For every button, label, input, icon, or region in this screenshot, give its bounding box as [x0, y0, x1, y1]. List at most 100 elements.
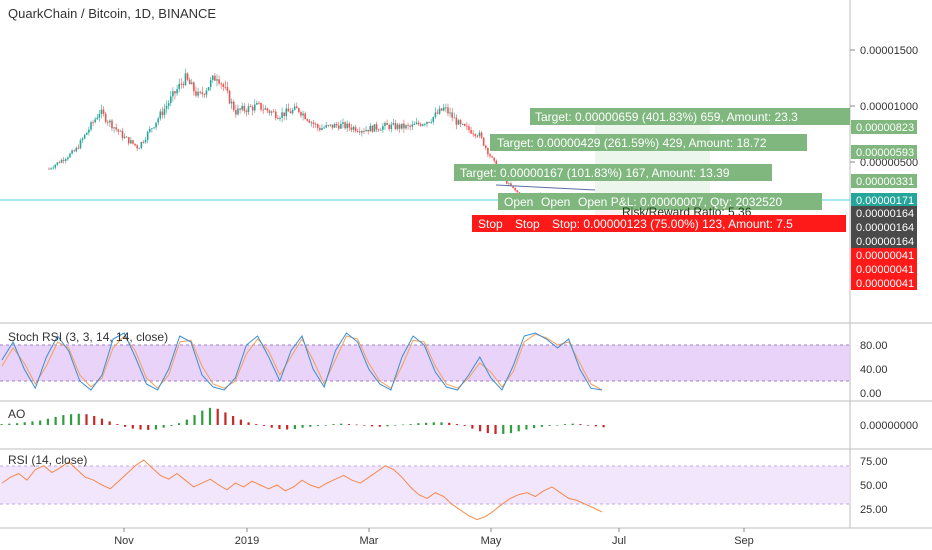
candle-body[interactable]	[409, 125, 411, 127]
candle-body[interactable]	[228, 90, 231, 104]
candle-body[interactable]	[56, 162, 59, 165]
candle-body[interactable]	[270, 111, 273, 113]
candle-body[interactable]	[243, 105, 246, 111]
candle-body[interactable]	[104, 113, 107, 122]
candle-body[interactable]	[60, 159, 63, 163]
target-box-1[interactable]	[530, 108, 850, 125]
candle-body[interactable]	[216, 79, 218, 81]
candle-body[interactable]	[449, 112, 451, 114]
candle-body[interactable]	[312, 122, 315, 124]
candle-body[interactable]	[463, 124, 466, 126]
candle-body[interactable]	[58, 162, 61, 164]
candle-body[interactable]	[218, 79, 220, 84]
price-axis[interactable]: 0.00001500 0.00001000 0.00000500 0.00000…	[850, 45, 918, 290]
candle-body[interactable]	[100, 109, 103, 115]
candle-body[interactable]	[258, 102, 260, 104]
candle-body[interactable]	[476, 135, 479, 137]
candle-body[interactable]	[335, 124, 338, 126]
candle-body[interactable]	[230, 101, 233, 104]
candle-body[interactable]	[92, 122, 94, 124]
candle-body[interactable]	[151, 128, 153, 130]
candle-body[interactable]	[211, 75, 214, 81]
candle-body[interactable]	[214, 75, 216, 81]
candle-body[interactable]	[310, 122, 313, 124]
candle-body[interactable]	[54, 164, 57, 168]
candle-body[interactable]	[138, 147, 141, 149]
candle-body[interactable]	[190, 82, 193, 85]
candle-body[interactable]	[201, 92, 204, 94]
candle-body[interactable]	[264, 108, 267, 110]
candle-body[interactable]	[459, 120, 462, 125]
candle-body[interactable]	[77, 147, 80, 149]
candle-body[interactable]	[344, 122, 346, 129]
stop-box-1[interactable]	[472, 215, 512, 232]
candle-body[interactable]	[363, 131, 365, 132]
candle-body[interactable]	[489, 154, 491, 157]
candle-body[interactable]	[115, 127, 117, 130]
candle-body[interactable]	[358, 131, 361, 133]
candle-body[interactable]	[482, 137, 485, 146]
open-box-1[interactable]	[498, 193, 538, 210]
candle-body[interactable]	[203, 93, 206, 95]
candle-body[interactable]	[266, 108, 269, 111]
candle-body[interactable]	[382, 126, 384, 130]
candle-body[interactable]	[510, 183, 512, 187]
candle-body[interactable]	[430, 121, 432, 123]
candle-body[interactable]	[350, 127, 353, 130]
candle-body[interactable]	[182, 83, 185, 86]
candle-body[interactable]	[388, 125, 390, 130]
candle-body[interactable]	[239, 108, 241, 110]
candle-body[interactable]	[186, 73, 189, 80]
candle-body[interactable]	[169, 96, 172, 104]
candle-body[interactable]	[272, 111, 275, 113]
candle-body[interactable]	[130, 140, 132, 144]
candle-body[interactable]	[132, 140, 134, 144]
candle-body[interactable]	[283, 112, 285, 117]
candle-body[interactable]	[245, 110, 248, 113]
candle-body[interactable]	[176, 89, 178, 94]
candle-body[interactable]	[85, 132, 88, 135]
candle-body[interactable]	[111, 120, 113, 129]
candle-body[interactable]	[321, 128, 323, 130]
candle-body[interactable]	[505, 179, 508, 184]
candle-body[interactable]	[367, 129, 369, 132]
candle-body[interactable]	[474, 134, 477, 136]
candle-body[interactable]	[178, 83, 180, 90]
candle-body[interactable]	[428, 121, 430, 123]
candle-body[interactable]	[83, 134, 86, 139]
candle-body[interactable]	[407, 125, 409, 127]
candle-body[interactable]	[167, 103, 170, 106]
candle-body[interactable]	[94, 119, 96, 123]
candle-body[interactable]	[281, 112, 283, 118]
candle-body[interactable]	[67, 157, 69, 160]
candle-body[interactable]	[73, 150, 75, 152]
candle-body[interactable]	[251, 106, 254, 111]
candle-body[interactable]	[256, 102, 258, 105]
candle-body[interactable]	[109, 120, 111, 123]
candle-body[interactable]	[117, 129, 120, 132]
candle-body[interactable]	[319, 127, 321, 130]
candle-body[interactable]	[125, 136, 128, 138]
candle-body[interactable]	[279, 117, 281, 119]
candle-body[interactable]	[371, 125, 374, 132]
candle-body[interactable]	[209, 80, 212, 88]
candle-body[interactable]	[512, 186, 514, 188]
candle-body[interactable]	[392, 123, 395, 125]
candle-body[interactable]	[377, 129, 380, 131]
candle-body[interactable]	[157, 118, 159, 123]
candle-body[interactable]	[314, 123, 317, 125]
candle-body[interactable]	[220, 83, 222, 85]
candle-body[interactable]	[455, 117, 458, 125]
candle-body[interactable]	[253, 104, 256, 111]
candle-body[interactable]	[96, 117, 99, 120]
candle-body[interactable]	[249, 106, 252, 108]
candle-body[interactable]	[325, 125, 327, 128]
candle-body[interactable]	[348, 123, 351, 128]
candle-body[interactable]	[180, 83, 183, 85]
candle-body[interactable]	[298, 108, 300, 113]
candle-body[interactable]	[102, 109, 105, 114]
candle-body[interactable]	[75, 147, 78, 152]
candle-body[interactable]	[390, 124, 393, 130]
candle-body[interactable]	[516, 190, 519, 193]
candle-body[interactable]	[356, 131, 359, 132]
